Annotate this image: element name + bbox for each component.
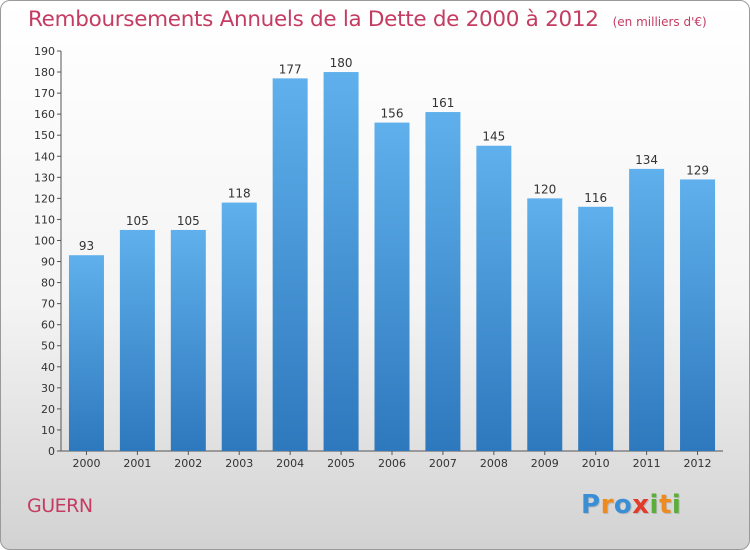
bar bbox=[578, 206, 614, 451]
logo-letter: i bbox=[671, 490, 682, 520]
data-label: 120 bbox=[533, 182, 556, 196]
x-axis: 2000 2001 2002 2003 2004 2005 2006 2007 2008 2009… bbox=[61, 450, 723, 470]
x-tick-label: 2012 bbox=[684, 457, 712, 470]
x-tick-label: 2008 bbox=[480, 457, 508, 470]
bar bbox=[527, 198, 563, 451]
y-tick-label: 50 bbox=[41, 340, 55, 353]
y-tick-label: 120 bbox=[34, 192, 55, 205]
bar bbox=[629, 168, 665, 452]
x-tick-label: 2004 bbox=[276, 457, 304, 470]
x-tick-label: 2009 bbox=[531, 457, 559, 470]
logo-letter: r bbox=[600, 490, 614, 520]
y-tick-label: 110 bbox=[34, 213, 55, 226]
logo-letter: i bbox=[649, 490, 659, 520]
data-label: 177 bbox=[279, 62, 302, 76]
data-label: 180 bbox=[330, 56, 353, 70]
y-axis: 0 10 20 30 40 50 60 70 80 90 100 110 120 130 140 150 160… bbox=[34, 45, 62, 458]
bar bbox=[680, 179, 716, 451]
data-label: 134 bbox=[635, 153, 658, 167]
bar bbox=[119, 229, 155, 451]
y-tick-label: 80 bbox=[41, 277, 55, 290]
chart-title-unit: (en milliers d'€) bbox=[612, 15, 707, 29]
bar bbox=[425, 112, 461, 451]
x-tick-label: 2010 bbox=[582, 457, 610, 470]
data-label: 116 bbox=[584, 191, 607, 205]
data-label: 105 bbox=[126, 214, 149, 228]
logo-letter: t bbox=[658, 490, 672, 520]
data-label: 93 bbox=[79, 239, 94, 253]
bars bbox=[68, 72, 716, 452]
bar bbox=[323, 72, 359, 451]
x-tick-label: 2011 bbox=[633, 457, 661, 470]
data-label: 145 bbox=[482, 130, 505, 144]
y-tick-label: 40 bbox=[41, 361, 55, 374]
x-tick-label: 2000 bbox=[72, 457, 100, 470]
y-tick-label: 20 bbox=[41, 403, 55, 416]
y-tick-label: 90 bbox=[41, 256, 55, 269]
y-tick-label: 170 bbox=[34, 87, 55, 100]
data-label: 105 bbox=[177, 214, 200, 228]
value-labels: 93 105 105 118 177 180 156 161 145 120 116 134 129 bbox=[79, 56, 709, 253]
x-tick-label: 2006 bbox=[378, 457, 406, 470]
y-tick-label: 190 bbox=[34, 45, 55, 58]
x-tick-label: 2003 bbox=[225, 457, 253, 470]
bar bbox=[68, 255, 104, 451]
bar bbox=[374, 122, 410, 451]
y-tick-label: 60 bbox=[41, 319, 55, 332]
bar bbox=[272, 78, 308, 452]
bar bbox=[170, 229, 206, 451]
y-tick-label: 0 bbox=[48, 445, 55, 458]
chart-title: Remboursements Annuels de la Dette de 20… bbox=[28, 7, 707, 32]
data-label: 129 bbox=[686, 163, 709, 177]
logo-letter: o bbox=[613, 490, 633, 520]
chart-title-text: Remboursements Annuels de la Dette de 20… bbox=[28, 7, 599, 32]
y-tick-label: 100 bbox=[34, 234, 55, 247]
logo-letter: x bbox=[632, 490, 650, 520]
commune-name: GUERN bbox=[27, 495, 93, 517]
bar bbox=[221, 202, 257, 451]
data-label: 118 bbox=[228, 187, 251, 201]
y-tick-label: 180 bbox=[34, 66, 55, 79]
data-label: 156 bbox=[381, 107, 404, 121]
x-tick-label: 2005 bbox=[327, 457, 355, 470]
x-tick-label: 2001 bbox=[123, 457, 151, 470]
x-tick-label: 2007 bbox=[429, 457, 457, 470]
proxiti-logo[interactable]: Proxiti bbox=[581, 490, 681, 520]
y-tick-label: 130 bbox=[34, 171, 55, 184]
x-tick-label: 2002 bbox=[174, 457, 202, 470]
y-tick-label: 30 bbox=[41, 382, 55, 395]
data-label: 161 bbox=[431, 96, 454, 110]
y-tick-label: 140 bbox=[34, 150, 55, 163]
y-tick-label: 150 bbox=[34, 129, 55, 142]
y-tick-label: 10 bbox=[41, 424, 55, 437]
y-tick-label: 160 bbox=[34, 108, 55, 121]
logo-letter: P bbox=[581, 490, 601, 520]
bar bbox=[476, 145, 512, 451]
y-tick-label: 70 bbox=[41, 298, 55, 311]
